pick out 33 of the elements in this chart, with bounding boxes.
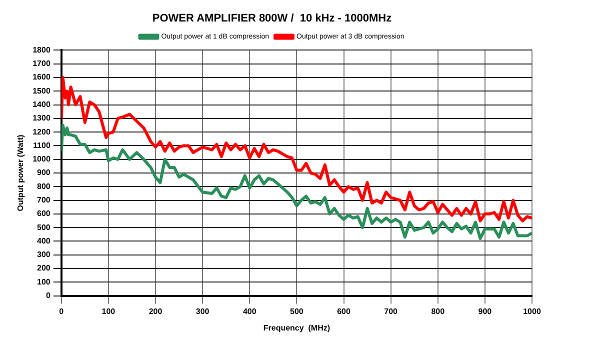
y-tick-label: 1600 xyxy=(32,72,51,82)
x-tick-label: 300 xyxy=(196,306,210,316)
y-tick-label: 1700 xyxy=(32,59,51,68)
x-tick-label: 1000 xyxy=(523,306,542,316)
x-axis-title: Frequency (MHz) xyxy=(263,323,330,332)
x-tick-label: 0 xyxy=(59,306,64,316)
x-tick-label: 500 xyxy=(290,306,304,316)
y-tick-label: 100 xyxy=(37,277,51,286)
x-tick-label: 700 xyxy=(384,306,398,316)
y-tick-label: 1100 xyxy=(33,140,51,150)
y-tick-label: 700 xyxy=(37,195,51,204)
y-tick-label: 500 xyxy=(37,222,51,232)
x-tick-label: 400 xyxy=(242,306,257,316)
x-tick-label: 100 xyxy=(102,306,116,316)
y-tick-label: 800 xyxy=(37,182,51,191)
y-tick-label: 1500 xyxy=(32,86,51,96)
y-axis-title: Output power (Watt) xyxy=(16,134,26,212)
y-tick-label: 1400 xyxy=(32,100,51,109)
y-tick-label: 300 xyxy=(37,250,51,260)
x-tick-label: 600 xyxy=(337,306,351,316)
x-tick-label: 200 xyxy=(148,306,163,316)
x-tick-label: 800 xyxy=(431,306,446,316)
y-tick-label: 200 xyxy=(37,264,51,273)
y-tick-label: 900 xyxy=(37,168,51,178)
y-tick-label: 1800 xyxy=(32,45,51,54)
y-tick-label: 600 xyxy=(37,209,51,218)
y-tick-label: 1000 xyxy=(32,154,51,164)
y-tick-label: 1200 xyxy=(32,127,51,136)
y-tick-label: 0 xyxy=(46,291,51,300)
chart-title: POWER AMPLIFIER 800W / 10 kHz - 1000MHz xyxy=(152,12,392,25)
y-tick-label: 1300 xyxy=(32,114,51,123)
x-tick-label: 900 xyxy=(478,306,492,316)
y-tick-label: 400 xyxy=(37,236,51,246)
